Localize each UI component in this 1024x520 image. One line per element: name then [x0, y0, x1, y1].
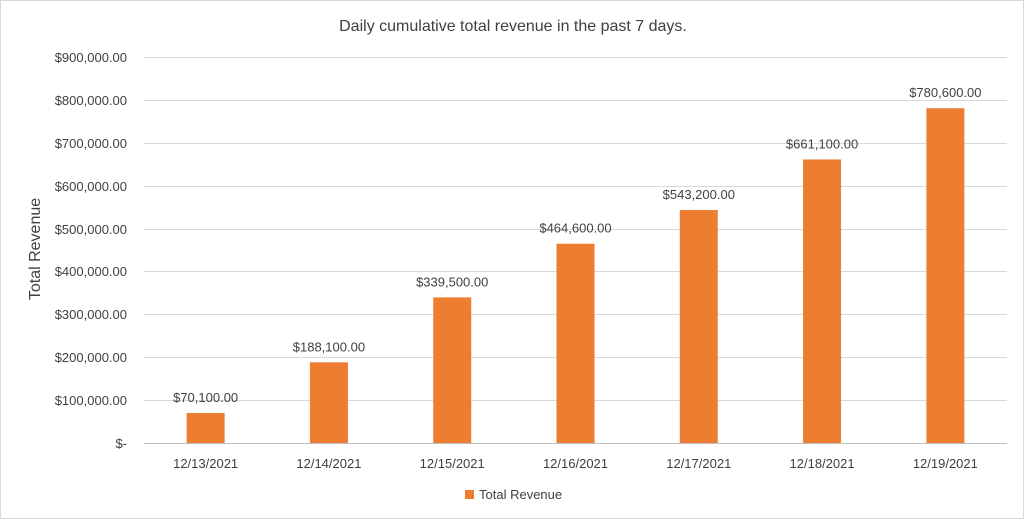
data-label: $339,500.00: [416, 274, 488, 289]
y-tick-label: $300,000.00: [55, 307, 127, 322]
bar: [433, 297, 472, 443]
y-tick-label: $700,000.00: [55, 136, 127, 151]
y-tick-label: $-: [115, 436, 127, 451]
data-labels: $70,100.00 $188,100.00 $339,500.00 $464,600…: [173, 85, 981, 405]
x-tick-label: 12/17/2021: [666, 456, 731, 471]
x-tick-label: 12/18/2021: [790, 456, 855, 471]
y-tick-label: $500,000.00: [55, 222, 127, 237]
legend-swatch: [465, 490, 474, 499]
legend-label: Total Revenue: [479, 487, 562, 502]
x-tick-label: 12/15/2021: [420, 456, 485, 471]
x-tick-label: 12/16/2021: [543, 456, 608, 471]
y-tick-label: $600,000.00: [55, 179, 127, 194]
x-tick-label: 12/13/2021: [173, 456, 238, 471]
data-label: $661,100.00: [786, 136, 858, 151]
x-tick-label: 12/19/2021: [913, 456, 978, 471]
x-tick-label: 12/14/2021: [296, 456, 361, 471]
y-tick-label: $900,000.00: [55, 50, 127, 65]
y-tick-label: $200,000.00: [55, 350, 127, 365]
y-axis-ticks: $- $100,000.00 $200,000.00 $300,000.00 $400,…: [55, 50, 127, 451]
data-label: $464,600.00: [539, 221, 611, 236]
chart-title: Daily cumulative total revenue in the pa…: [339, 18, 687, 35]
bar: [186, 412, 225, 443]
bar: [556, 243, 595, 443]
y-tick-label: $400,000.00: [55, 264, 127, 279]
x-axis-ticks: 12/13/2021 12/14/2021 12/15/2021 12/16/2021…: [173, 456, 978, 471]
bar: [926, 108, 965, 443]
y-axis-title: Total Revenue: [27, 198, 44, 300]
data-label: $543,200.00: [663, 187, 735, 202]
data-label: $188,100.00: [293, 339, 365, 354]
bars: [186, 108, 965, 444]
y-tick-label: $800,000.00: [55, 93, 127, 108]
bar: [309, 362, 348, 443]
data-label: $780,600.00: [909, 85, 981, 100]
legend: Total Revenue: [465, 487, 562, 502]
bar: [679, 210, 718, 443]
data-label: $70,100.00: [173, 390, 238, 405]
bar: [803, 159, 842, 444]
y-tick-label: $100,000.00: [55, 393, 127, 408]
